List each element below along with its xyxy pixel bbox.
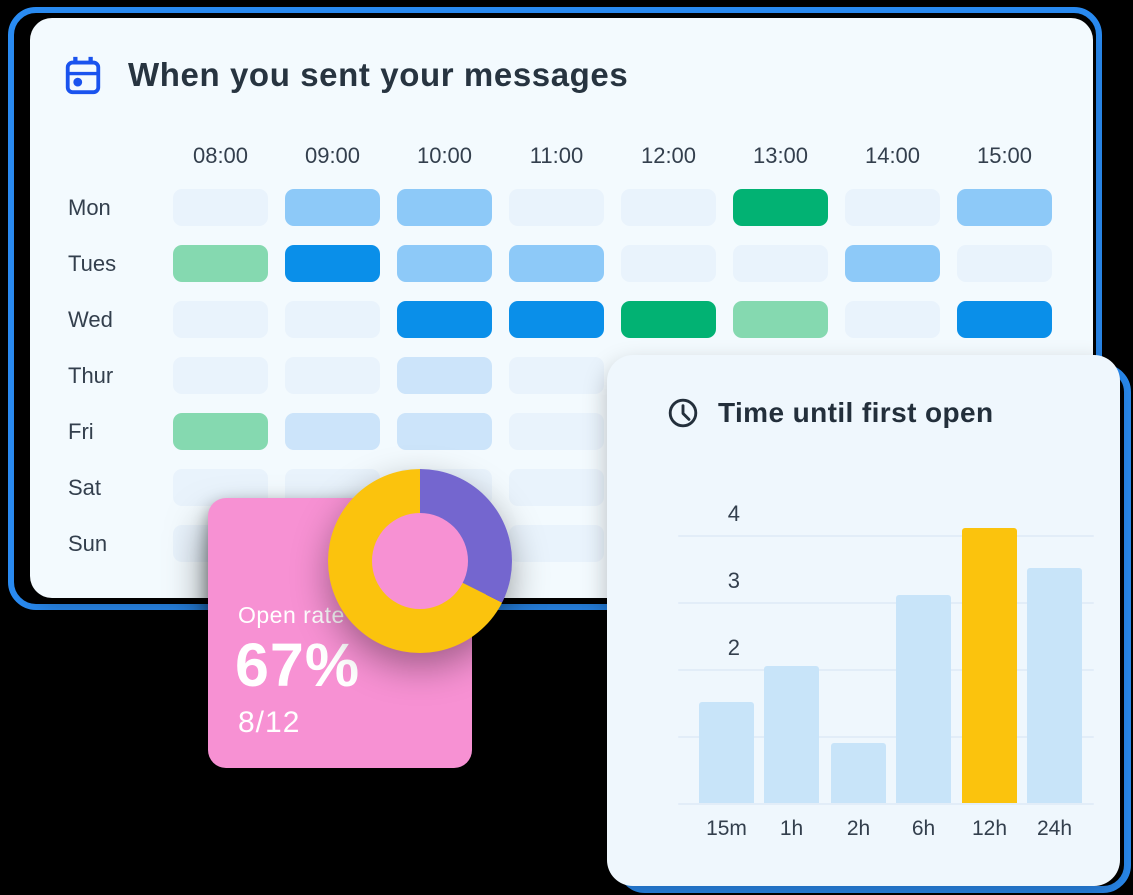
x-axis-tick-label: 24h — [1036, 817, 1073, 840]
heatmap-cell[interactable] — [285, 357, 380, 394]
open-rate-value: 67% — [235, 631, 361, 699]
clock-icon — [667, 397, 699, 429]
heatmap-cell[interactable] — [173, 413, 268, 450]
heatmap-cell[interactable] — [845, 245, 940, 282]
x-axis-tick-label: 12h — [971, 817, 1008, 840]
day-row-label: Wed — [68, 306, 113, 332]
bar-2h[interactable] — [831, 743, 886, 803]
heatmap-cell[interactable] — [173, 357, 268, 394]
heatmap-card-frame — [8, 7, 1102, 610]
bar-24h[interactable] — [1027, 568, 1082, 803]
time-column-label: 15:00 — [976, 143, 1033, 168]
chart-gridline — [678, 803, 1094, 805]
bar-6h[interactable] — [896, 595, 951, 803]
time-column-label: 08:00 — [192, 143, 249, 168]
time-column-label: 13:00 — [752, 143, 809, 168]
chart-gridline — [678, 602, 1094, 604]
donut-hole — [372, 513, 468, 609]
heatmap-cell[interactable] — [733, 189, 828, 226]
heatmap-cell[interactable] — [173, 301, 268, 338]
open-rate-fraction: 8/12 — [238, 706, 301, 739]
open-rate-label: Open rate — [238, 602, 345, 628]
day-row-label: Sat — [68, 474, 102, 500]
day-row-label: Tues — [68, 250, 117, 276]
bar-15m[interactable] — [699, 702, 754, 803]
chart-gridline — [678, 736, 1094, 738]
heatmap-cell[interactable] — [957, 189, 1052, 226]
heatmap-cell[interactable] — [509, 189, 604, 226]
heatmap-cell[interactable] — [733, 245, 828, 282]
y-axis-tick-label: 3 — [727, 568, 740, 593]
open-rate-donut-chart — [328, 469, 512, 653]
heatmap-cell[interactable] — [397, 301, 492, 338]
time-column-label: 09:00 — [304, 143, 361, 168]
heatmap-cell[interactable] — [397, 245, 492, 282]
heatmap-card-header: When you sent your messages — [62, 54, 628, 96]
time-column-label: 12:00 — [640, 143, 697, 168]
heatmap-cell[interactable] — [285, 245, 380, 282]
heatmap-cell[interactable] — [733, 301, 828, 338]
heatmap-cell[interactable] — [845, 301, 940, 338]
x-axis-tick-label: 2h — [846, 817, 871, 840]
heatmap-cell[interactable] — [957, 301, 1052, 338]
heatmap-cell[interactable] — [845, 189, 940, 226]
day-row-label: Fri — [68, 418, 94, 444]
day-row-label: Thur — [68, 362, 114, 388]
heatmap-title: When you sent your messages — [128, 56, 629, 93]
time-column-label: 10:00 — [416, 143, 473, 168]
first-open-card: Time until first open 0123415m1h2h6h12h2… — [607, 355, 1120, 886]
calendar-icon — [62, 54, 104, 96]
x-axis-tick-label: 1h — [779, 817, 804, 840]
y-axis-tick-label: 4 — [727, 501, 740, 526]
x-axis-tick-label: 6h — [911, 817, 936, 840]
x-axis-tick-label: 15m — [706, 817, 747, 840]
time-column-label: 11:00 — [529, 143, 584, 168]
heatmap-cell[interactable] — [621, 301, 716, 338]
heatmap-cell[interactable] — [397, 189, 492, 226]
heatmap-cell[interactable] — [285, 189, 380, 226]
chart-gridline — [678, 669, 1094, 671]
heatmap-cell[interactable] — [509, 525, 604, 562]
chart-gridline — [678, 535, 1094, 537]
heatmap-cell[interactable] — [621, 245, 716, 282]
heatmap-cell[interactable] — [509, 301, 604, 338]
first-open-card-header: Time until first open — [667, 397, 993, 429]
bar-chart-plot: 0123415m1h2h6h12h24h — [607, 355, 1120, 886]
heatmap-cell[interactable] — [173, 245, 268, 282]
day-row-label: Mon — [68, 194, 111, 220]
heatmap-cell[interactable] — [957, 245, 1052, 282]
heatmap-cell[interactable] — [397, 357, 492, 394]
heatmap-cell[interactable] — [621, 189, 716, 226]
y-axis-tick-label: 2 — [727, 635, 740, 660]
heatmap-cell[interactable] — [509, 469, 604, 506]
bar-12h[interactable] — [962, 528, 1017, 803]
first-open-title: Time until first open — [718, 397, 994, 428]
heatmap-cell[interactable] — [285, 301, 380, 338]
heatmap-cell[interactable] — [397, 413, 492, 450]
heatmap-cell[interactable] — [509, 245, 604, 282]
heatmap-cell[interactable] — [173, 189, 268, 226]
heatmap-cell[interactable] — [509, 357, 604, 394]
heatmap-cell[interactable] — [509, 413, 604, 450]
heatmap-cell[interactable] — [285, 413, 380, 450]
bar-1h[interactable] — [764, 666, 819, 803]
time-column-label: 14:00 — [864, 143, 921, 168]
day-row-label: Sun — [68, 530, 108, 556]
